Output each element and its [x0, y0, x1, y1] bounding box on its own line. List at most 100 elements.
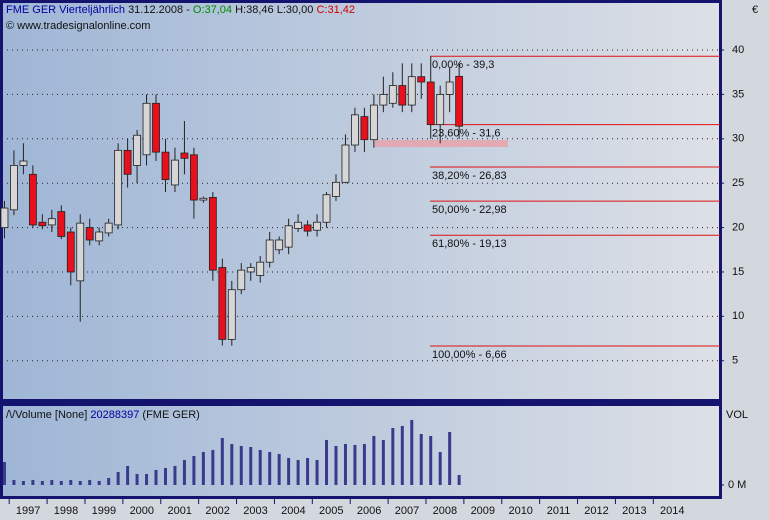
volume-bar: [211, 449, 215, 485]
instrument-title: FME GER Vierteljährlich: [6, 4, 125, 16]
candle-body: [142, 102, 151, 156]
candle-body: [322, 194, 331, 223]
volume-bar: [249, 447, 253, 485]
volume-bar: [457, 474, 461, 485]
fib-label: 50,00% - 22,98: [432, 204, 507, 216]
x-tick-label: 1998: [54, 505, 78, 517]
volume-bar: [78, 480, 82, 485]
unit-label: €: [752, 4, 758, 16]
candle-body: [388, 85, 397, 104]
candle-body: [284, 225, 293, 248]
y-tick-label: 30: [732, 133, 744, 145]
volume-bar: [145, 473, 149, 485]
volume-bar: [163, 467, 167, 485]
candle-body: [95, 231, 104, 242]
x-tick-label: 2012: [584, 505, 608, 517]
candle-body: [133, 134, 141, 166]
volume-bar: [410, 419, 414, 485]
volume-bar: [429, 435, 433, 485]
volume-bar: [325, 439, 329, 485]
candle-body: [351, 114, 359, 146]
volume-bar: [372, 435, 376, 485]
candle-body: [152, 102, 160, 153]
volume-bar: [343, 443, 347, 485]
x-tick-label: 2001: [167, 505, 191, 517]
candle-body: [161, 151, 170, 181]
y-tick-label: 25: [732, 177, 744, 189]
y-tick-label: 40: [732, 44, 744, 56]
volume-bar: [135, 473, 139, 485]
candle-body: [180, 152, 189, 159]
fib-label: 38,20% - 26,83: [432, 170, 507, 182]
header-open: O:37,04: [193, 4, 232, 16]
candle-body: [417, 76, 426, 83]
candle-body: [218, 267, 227, 340]
candle-body: [455, 75, 464, 127]
candle-body: [341, 144, 350, 183]
header-high: H:38,46: [235, 4, 274, 16]
candle-body: [28, 173, 37, 226]
volume-bar: [230, 443, 234, 485]
volume-bar: [391, 427, 395, 485]
volume-bar: [448, 431, 452, 485]
volume-bar: [116, 471, 120, 485]
candle-body: [294, 221, 303, 229]
fib-label: 0,00% - 39,3: [432, 59, 494, 71]
volume-bar: [362, 443, 366, 485]
x-tick-label: 2006: [357, 505, 381, 517]
volume-title: Volume [None]: [15, 409, 87, 421]
highlight-zone: [375, 140, 508, 147]
x-tick-label: 2000: [130, 505, 154, 517]
y-tick-label: 0 M: [728, 479, 746, 491]
volume-bar: [268, 451, 272, 485]
candle-body: [227, 289, 236, 340]
volume-bar: [40, 480, 44, 485]
volume-bar: [381, 439, 385, 485]
y-tick-label: 20: [732, 221, 744, 233]
candle-body: [123, 149, 132, 175]
candle-body: [19, 160, 28, 166]
volume-icon: /\/: [6, 409, 16, 421]
volume-symbol: (FME GER): [142, 409, 199, 421]
price-layer: 5 10 15 20 25 30 35 40 1997 1998 1999 2000 2001 2002 2…: [0, 44, 744, 517]
price-axis-area: [722, 0, 769, 520]
candle-body: [38, 221, 47, 227]
x-tick-label: 2009: [471, 505, 495, 517]
candle-body: [436, 94, 445, 126]
x-tick-label: 2014: [660, 505, 684, 517]
volume-bar: [296, 459, 300, 485]
x-tick-label: 1999: [92, 505, 116, 517]
candle-body: [426, 81, 435, 126]
x-tick-label: 2005: [319, 505, 343, 517]
candle-body: [379, 94, 388, 106]
y-tick-label: 15: [732, 266, 744, 278]
candle-body: [275, 239, 284, 251]
y-tick-label: 5: [732, 355, 738, 367]
volume-bar: [239, 445, 243, 485]
volume-bar: [173, 465, 177, 485]
candle-body: [10, 165, 18, 211]
volume-bar: [21, 480, 25, 485]
watermark: © www.tradesignalonline.com: [6, 20, 150, 32]
volume-bar: [315, 459, 319, 485]
header-date: 31.12.2008 -: [128, 4, 190, 16]
x-tick-label: 2008: [433, 505, 457, 517]
volume-header: /\/Volume [None] 20288397 (FME GER): [6, 409, 200, 421]
x-tick-label: 2007: [395, 505, 419, 517]
candle-body: [256, 261, 265, 276]
volume-bar: [192, 455, 196, 485]
y-tick-label: 35: [732, 88, 744, 100]
volume-bar: [419, 433, 423, 485]
candle-body: [407, 76, 416, 106]
volume-bar: [107, 477, 111, 485]
candle-body: [332, 181, 340, 197]
volume-bar: [277, 453, 281, 485]
volume-bar: [334, 445, 338, 485]
candle-body: [237, 269, 246, 291]
candle-body: [57, 211, 66, 237]
volume-bar: [97, 480, 101, 485]
candle-body: [47, 218, 56, 226]
fib-label: 100,00% - 6,66: [432, 349, 507, 361]
x-tick-label: 1997: [16, 505, 40, 517]
